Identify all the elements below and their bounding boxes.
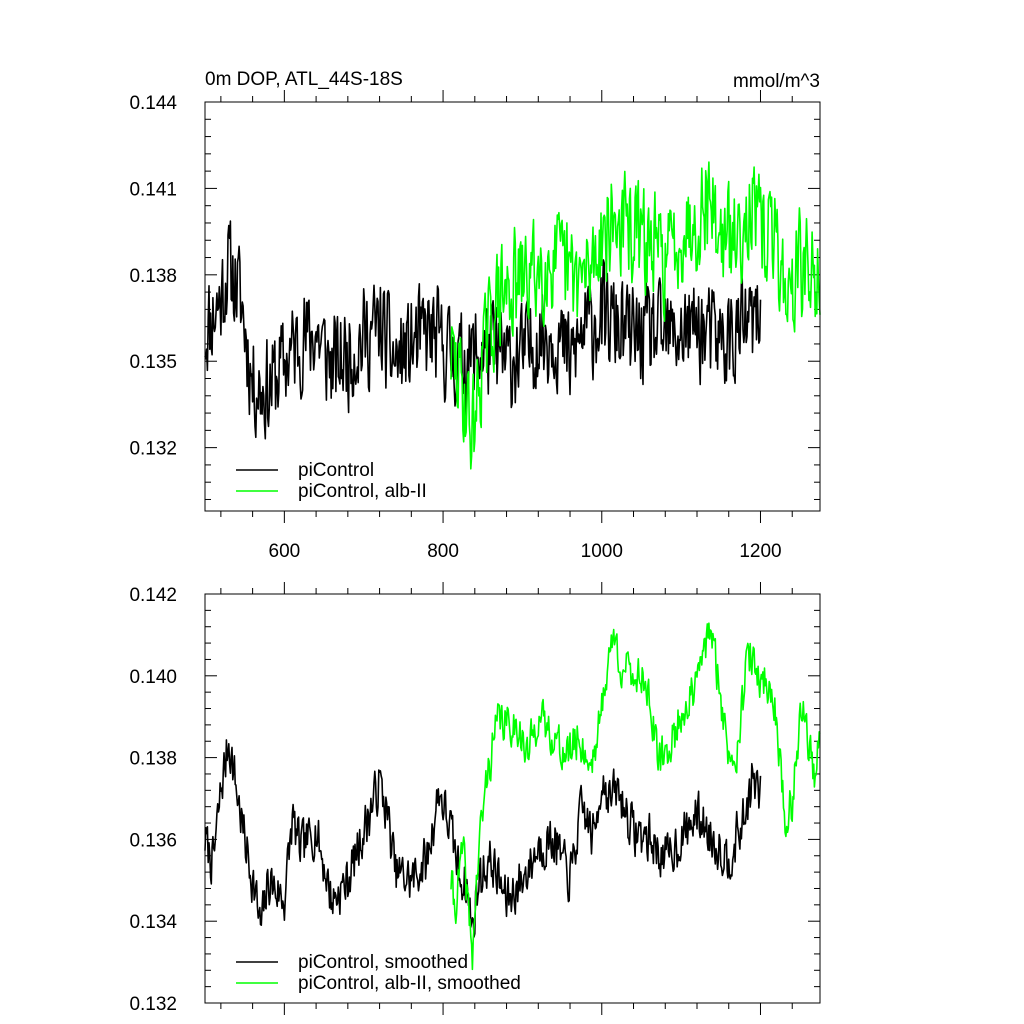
y-tick-label: 0.140 [129, 667, 177, 688]
x-tick-label: 1000 [581, 541, 623, 562]
series-line [450, 161, 821, 470]
x-axis-labels: 600 800 1000 1200 [269, 541, 782, 562]
plot-frame [204, 593, 821, 1004]
panel-bottom: 0.132 0.134 0.136 0.138 0.140 0.142 piControl… [129, 582, 821, 1015]
panel-top: 0m DOP, ATL_44S-18S mmol/m^3 0.1320.1350… [129, 69, 821, 562]
y-tick-label: 0.134 [129, 912, 177, 933]
panel-title: 0m DOP, ATL_44S-18S [205, 69, 403, 90]
x-tick-label: 800 [427, 541, 459, 562]
legend-label: piControl [298, 460, 374, 481]
y-axis-labels: 0.132 0.134 0.136 0.138 0.140 0.142 [129, 585, 177, 1015]
y-tick-label: 0.141 [129, 179, 177, 200]
y-tick-label: 0.144 [129, 93, 177, 114]
plot-frame [204, 101, 821, 512]
y-tick-label: 0.132 [129, 994, 177, 1015]
y-axis-labels: 0.132 0.135 0.138 0.141 0.144 [129, 93, 177, 460]
series-line [204, 739, 762, 938]
x-tick-label: 1200 [739, 541, 781, 562]
y-tick-label: 0.132 [129, 439, 177, 460]
y-tick-label: 0.138 [129, 749, 177, 770]
y-tick-label: 0.138 [129, 266, 177, 287]
legend-label: piControl, alb-II, smoothed [298, 973, 521, 994]
series-line [450, 622, 821, 971]
units-label: mmol/m^3 [733, 71, 820, 92]
x-tick-label: 600 [269, 541, 301, 562]
legend-label: piControl, alb-II [298, 481, 427, 502]
axis-ticks [205, 582, 820, 1015]
y-tick-label: 0.135 [129, 352, 177, 373]
series-group [204, 622, 821, 971]
legend-label: piControl, smoothed [298, 952, 468, 973]
y-tick-label: 0.142 [129, 585, 177, 606]
y-tick-label: 0.136 [129, 830, 177, 851]
series-line [204, 220, 762, 440]
series-group [204, 161, 821, 470]
